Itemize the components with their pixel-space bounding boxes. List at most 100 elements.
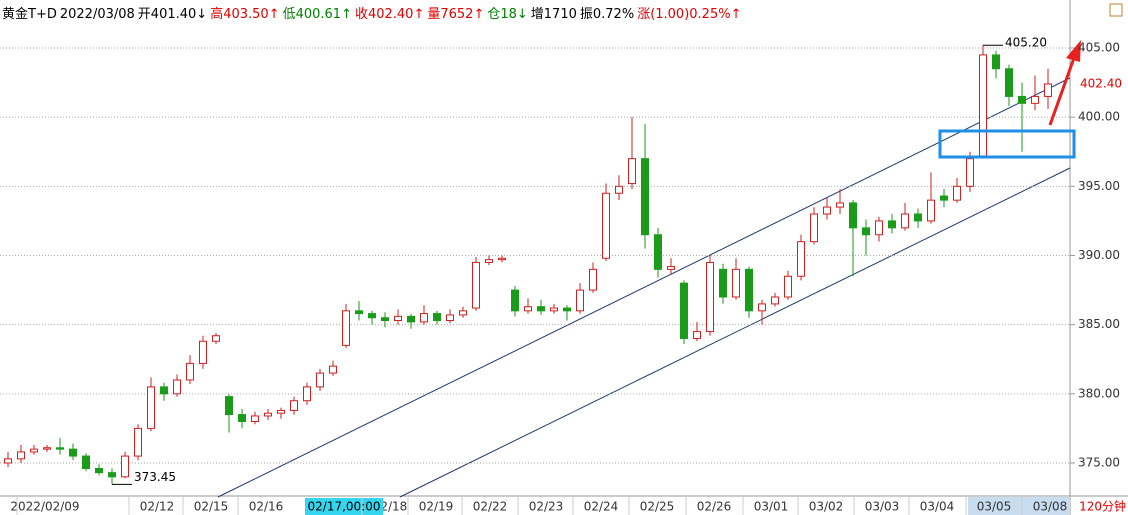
quote-field: 收402.40↑ (354, 7, 425, 22)
candle-body (238, 414, 246, 422)
candle-body (966, 158, 974, 187)
highlight-box (938, 129, 1076, 159)
y-tick-label: 375.00 (1078, 455, 1120, 469)
candle-body (43, 447, 51, 450)
candle-body (147, 386, 155, 429)
annotation-label: 405.20 (1005, 36, 1047, 50)
candle-body (524, 306, 532, 312)
quote-field: 涨(1.00)0.25%↑ (637, 7, 742, 22)
candle-body (17, 451, 25, 460)
candle-body (199, 340, 207, 364)
candle-body (927, 199, 935, 222)
candle-body (797, 241, 805, 277)
candle-body (576, 289, 584, 312)
candle-body (368, 313, 376, 319)
candle-body (706, 261, 714, 333)
candle-body (472, 261, 480, 309)
candle-body (836, 202, 844, 208)
candle-body (342, 310, 350, 346)
candle-body (108, 472, 116, 478)
quote-field: 量7652↑ (427, 7, 485, 22)
candle-body (914, 213, 922, 222)
candle-body (849, 202, 857, 229)
x-tick-label: 03/05 (977, 500, 1012, 514)
plot: 405.20 373.45 (0, 36, 1075, 485)
x-tick-label: 02/16 (249, 500, 284, 514)
candle-body (641, 158, 649, 236)
x-tick-label: 02/23 (529, 500, 564, 514)
selection-band (968, 497, 1070, 515)
candle-body (901, 213, 909, 229)
candle-body (420, 313, 428, 323)
quote-field: 黄金T+D (2, 7, 57, 22)
candle-body (1044, 83, 1052, 97)
candle-body (381, 317, 389, 322)
arrow-head (1066, 40, 1081, 62)
quote-field: 振0.72% (579, 7, 635, 22)
candle-body (69, 448, 77, 457)
candle-body (446, 314, 454, 322)
candle-body (134, 427, 142, 457)
candle-body (355, 310, 363, 315)
arrow-shaft (1048, 57, 1076, 126)
candle-body (745, 268, 753, 312)
candle-body (1005, 68, 1013, 97)
x-tick-label: 02/12 (140, 500, 175, 514)
candle-body (303, 386, 311, 402)
candle-body (732, 268, 740, 298)
candle-body (823, 206, 831, 215)
candle-body (719, 268, 727, 298)
candle-body (628, 158, 636, 185)
candle-body (225, 396, 233, 416)
candle-body (82, 455, 90, 470)
quote-header: 黄金T+D 2022/03/08 开401.40↓ 高403.50↑ 低400.61↑ 收… (2, 3, 744, 22)
candle-body (615, 185, 623, 194)
x-tick-label: 02/22 (473, 500, 508, 514)
quote-field: 开401.40↓ (137, 7, 208, 22)
quote-field: 增1710 (530, 7, 577, 22)
candle-body (511, 289, 519, 312)
candle-body (979, 54, 987, 157)
candle-body (160, 386, 168, 395)
x-tick-label: 02/26 (697, 500, 732, 514)
candle-body (875, 220, 883, 236)
candle-body (654, 234, 662, 270)
candle-body (316, 372, 324, 388)
y-tick-label: 380.00 (1078, 386, 1120, 400)
settings-icon[interactable] (1109, 3, 1123, 17)
quote-field: 高403.50↑ (210, 7, 280, 22)
x-tick-label: 02/15 (194, 500, 229, 514)
candle-body (667, 266, 675, 270)
x-tick-label: 03/03 (865, 500, 900, 514)
quote-field: 仓18↓ (487, 7, 528, 22)
candle-body (30, 448, 38, 453)
y-tick-label: 400.00 (1078, 110, 1120, 124)
y-tick-label: 390.00 (1078, 248, 1120, 262)
y-tick-label: 395.00 (1078, 179, 1120, 193)
candle-body (862, 227, 870, 236)
candle-body (810, 213, 818, 243)
annotation-label: 373.45 (134, 470, 176, 484)
candle-body (758, 303, 766, 312)
candle-body (498, 257, 506, 261)
candle-body (186, 362, 194, 381)
quote-field: 2022/03/08 (59, 7, 135, 22)
candle-body (888, 220, 896, 229)
cursor-label-bg (305, 498, 383, 515)
candle-body (212, 335, 220, 342)
x-tick-label: 2022/02/09 (10, 500, 79, 514)
x-tick-label: 02/25 (640, 500, 675, 514)
x-tick-label: 02/24 (584, 500, 619, 514)
period-label[interactable]: 120分钟 (1079, 499, 1126, 514)
candle-body (173, 379, 181, 395)
x-tick-label: 03/01 (754, 500, 789, 514)
channel-lower (399, 167, 1071, 498)
channel-upper (217, 77, 1071, 498)
candle-body (459, 310, 467, 316)
candle-body (680, 282, 688, 339)
candle-body (251, 415, 259, 422)
candle-body (407, 315, 415, 323)
